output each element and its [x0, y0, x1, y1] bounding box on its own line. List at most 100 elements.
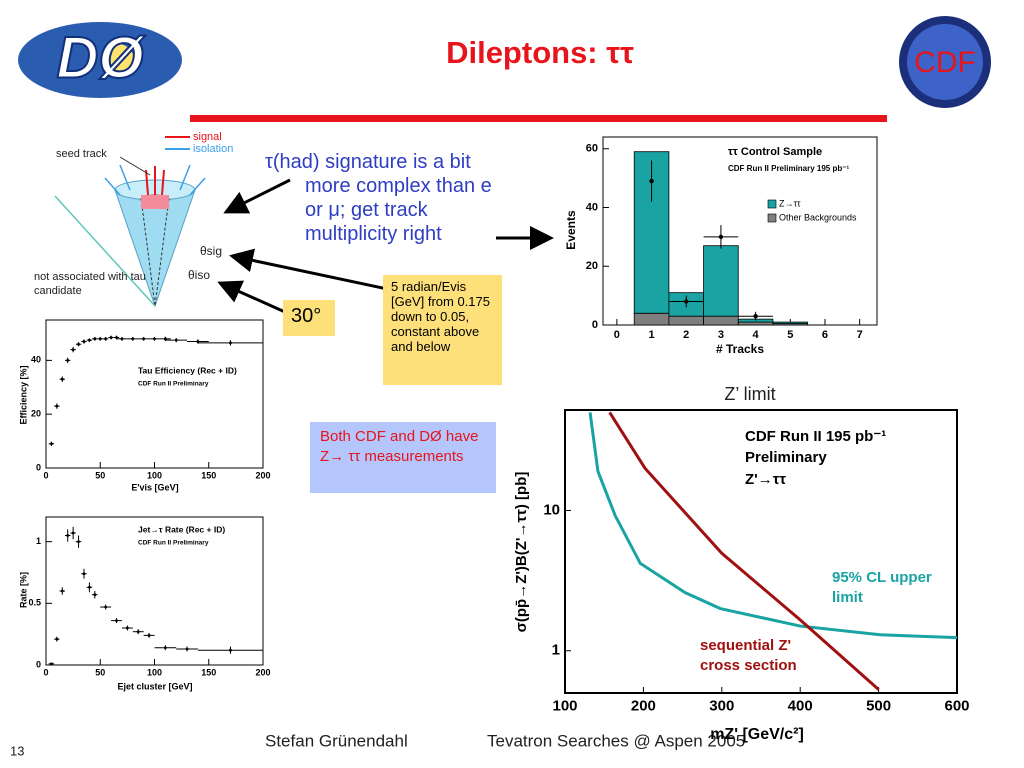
y-tick-label: 10	[543, 501, 560, 518]
x-tick-label: 200	[631, 697, 656, 714]
y-tick-label: 40	[586, 201, 598, 213]
data-point	[185, 647, 189, 651]
x-tick-label: 3	[718, 329, 724, 341]
data-point	[50, 442, 53, 446]
x-tick-label: 2	[683, 329, 689, 341]
y-tick-label: 1	[552, 642, 560, 659]
y-tick-label: 0.5	[28, 598, 41, 608]
series-line	[588, 412, 958, 640]
x-axis-label: Ejet cluster [GeV]	[117, 681, 192, 691]
data-point	[66, 358, 70, 362]
diagram-label: isolation	[193, 143, 233, 155]
data-point	[55, 637, 59, 641]
x-tick-label: 300	[709, 697, 734, 714]
note-box: 5 radian/Evis [GeV] from 0.175 down to 0…	[383, 275, 502, 385]
data-point	[77, 540, 80, 544]
x-tick-label: 200	[255, 470, 270, 480]
data-point	[115, 619, 118, 622]
y-axis-label: Events	[564, 210, 578, 250]
series-label: 95% CL upper limit	[832, 569, 932, 606]
data-point	[153, 337, 156, 341]
data-point	[163, 646, 167, 650]
data-point	[71, 531, 75, 535]
data-point	[66, 534, 70, 537]
bar-segment	[668, 315, 704, 326]
x-axis-label: # Tracks	[716, 342, 764, 356]
data-point	[93, 337, 97, 341]
cdf-logo: CDF	[899, 16, 991, 108]
y-axis-label: Efficiency [%]	[18, 365, 28, 424]
y-tick-label: 1	[36, 536, 41, 546]
callout-box: Both CDF and DØ have Z→ ττ measurements	[310, 422, 496, 493]
diagram-label: not associated with tau candidate	[34, 271, 146, 297]
x-tick-label: 600	[944, 697, 969, 714]
chart-heading: Z’ limit	[724, 384, 775, 404]
data-point	[104, 605, 108, 609]
data-point	[131, 337, 135, 341]
data-point	[115, 336, 118, 339]
chart-title: ττ Control Sample	[728, 146, 822, 158]
x-tick-label: 50	[95, 667, 105, 677]
y-tick-label: 20	[31, 409, 41, 419]
data-point	[71, 348, 75, 351]
legend-label: Z→ττ	[779, 198, 801, 208]
annotation: Preliminary	[745, 449, 827, 466]
y-tick-label: 60	[586, 143, 598, 155]
logo-text: CDF	[914, 46, 976, 79]
x-axis-label: E'vis [GeV]	[131, 482, 178, 492]
data-point	[142, 337, 146, 341]
y-tick-label: 0	[36, 462, 41, 472]
chart-subtitle: CDF Run II Preliminary	[138, 540, 209, 547]
diagram-label: θsig	[200, 244, 222, 258]
x-tick-label: 4	[753, 329, 760, 341]
y-tick-label: 20	[586, 260, 598, 272]
diagram-label: θiso	[188, 268, 210, 282]
x-tick-label: 200	[255, 667, 270, 677]
y-tick-label: 0	[36, 659, 41, 669]
y-tick-label: 40	[31, 355, 41, 365]
diagram-label: signal	[193, 131, 222, 143]
data-point	[163, 337, 167, 341]
data-point	[196, 340, 200, 343]
x-tick-label: 0	[43, 470, 48, 480]
y-axis-label: σ(pp̄→Z')B(Z'→ττ) [pb]	[513, 472, 530, 633]
data-point	[50, 662, 53, 666]
diagram-label: seed track	[56, 148, 107, 160]
data-point	[104, 337, 108, 341]
x-tick-label: 500	[866, 697, 891, 714]
data-point	[93, 593, 97, 597]
data-point	[120, 337, 124, 341]
x-tick-label: 0	[614, 329, 620, 341]
data-point	[109, 336, 113, 339]
bar-segment	[633, 312, 670, 326]
data-point	[60, 589, 64, 593]
data-point	[60, 377, 64, 381]
x-tick-label: 5	[787, 329, 793, 341]
data-point	[88, 338, 91, 342]
logo-text: DØ	[57, 25, 146, 90]
data-point	[174, 338, 178, 342]
legend-swatch	[767, 199, 777, 209]
data-point	[82, 340, 86, 343]
x-tick-label: 400	[788, 697, 813, 714]
data-point	[55, 404, 59, 408]
tau-cone-diagram: signal isolation seed track θsig θiso	[54, 131, 233, 308]
x-tick-label: 100	[147, 470, 162, 480]
bar-segment	[737, 321, 774, 326]
title-rule	[190, 115, 887, 122]
footer-talk: Tevatron Searches @ Aspen 2005	[487, 731, 745, 750]
x-tick-label: 150	[201, 667, 216, 677]
y-axis-label: Rate [%]	[18, 572, 28, 608]
data-point	[125, 626, 129, 630]
data-point	[718, 234, 724, 240]
data-point	[77, 342, 80, 346]
annotation: CDF Run II 195 pb⁻¹	[745, 428, 886, 445]
x-tick-label: 7	[857, 329, 863, 341]
chart-subtitle: CDF Run II Preliminary	[138, 381, 209, 388]
x-tick-label: 6	[822, 329, 828, 341]
data-point	[82, 572, 86, 576]
data-point	[649, 178, 654, 184]
bar-segment	[703, 245, 739, 317]
